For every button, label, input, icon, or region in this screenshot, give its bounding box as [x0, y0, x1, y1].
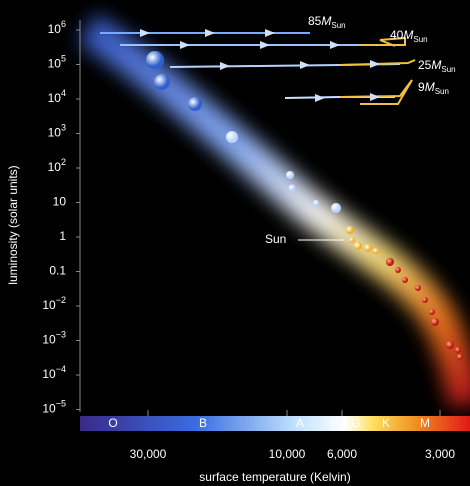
x-tick-label: 3,000	[425, 447, 455, 461]
tick-exponent: 6	[61, 19, 66, 29]
track-symbol: M	[321, 14, 331, 28]
tick-exponent: 4	[61, 88, 66, 98]
tick-base: 10	[42, 367, 56, 381]
hr-diagram: Sun surface temperature (Kelvin) luminos…	[0, 0, 470, 486]
y-tick-label: 0.1	[49, 264, 66, 278]
x-tick-label: 6,000	[327, 447, 357, 461]
tick-base: 10	[48, 22, 62, 36]
tick-base: 10	[42, 298, 56, 312]
track-mass: 40	[390, 28, 404, 42]
background	[0, 0, 470, 486]
track-subscript: Sun	[331, 21, 345, 30]
x-tick-label: 30,000	[130, 447, 167, 461]
spectral-class: O	[108, 416, 117, 430]
tick-base: 10	[48, 91, 62, 105]
y-tick-label: 1	[59, 229, 66, 243]
tick-exponent: −5	[56, 399, 66, 409]
spectral-class: K	[382, 416, 390, 430]
track-mass: 25	[418, 58, 432, 72]
tick-exponent: −4	[56, 364, 66, 374]
tick-base: 10	[42, 402, 56, 416]
track-subscript: Sun	[413, 35, 427, 44]
track-subscript: Sun	[441, 65, 455, 74]
spectral-bar	[80, 416, 470, 431]
tick-exponent: −2	[56, 295, 66, 305]
spectral-class: A	[296, 416, 304, 430]
y-tick-label: 10	[53, 195, 67, 209]
tick-exponent: 3	[61, 123, 66, 133]
tick-base: 10	[48, 57, 62, 71]
spectral-class: M	[420, 416, 430, 430]
tick-exponent: 2	[61, 157, 66, 167]
tick-base: 10	[48, 160, 62, 174]
tick-base: 10	[42, 333, 56, 347]
track-symbol: M	[403, 28, 413, 42]
x-tick-label: 10,000	[269, 447, 306, 461]
track-symbol: M	[431, 58, 441, 72]
tick-exponent: −3	[56, 330, 66, 340]
track-subscript: Sun	[435, 87, 449, 96]
tick-exponent: 5	[61, 54, 66, 64]
track-symbol: M	[425, 80, 435, 94]
tick-base: 10	[48, 126, 62, 140]
spectral-class: B	[199, 416, 207, 430]
spectral-class: F	[330, 416, 337, 430]
track-mass: 85	[308, 14, 322, 28]
sun-label: Sun	[265, 232, 286, 246]
y-axis-label: luminosity (solar units)	[6, 165, 20, 284]
spectral-class: G	[351, 416, 360, 430]
x-axis-label: surface temperature (Kelvin)	[199, 470, 350, 484]
